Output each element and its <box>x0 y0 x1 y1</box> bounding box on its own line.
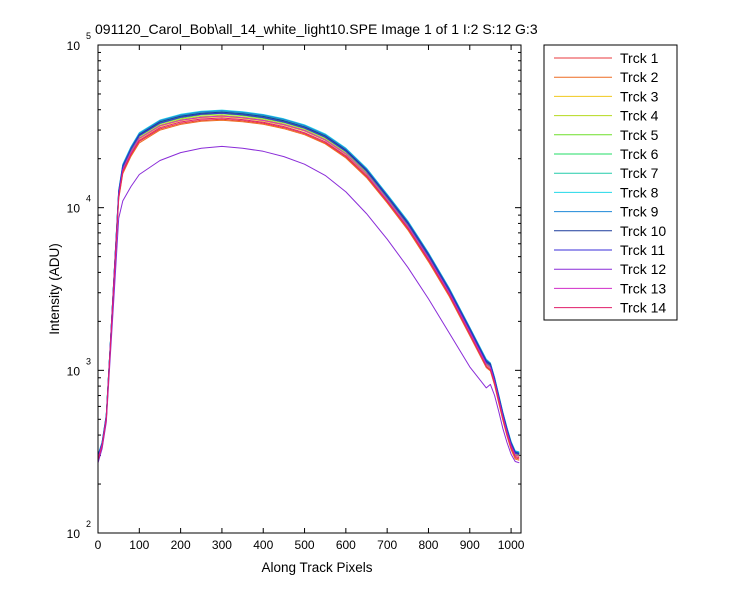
series-line-trck-2 <box>97 119 520 462</box>
x-tick-label: 600 <box>336 538 356 552</box>
series-line-trck-8 <box>97 109 520 456</box>
y-tick-label: 10 <box>67 202 81 216</box>
x-tick-label: 1000 <box>498 538 525 552</box>
x-tick-label: 400 <box>253 538 273 552</box>
y-tick-exponent: 4 <box>86 194 91 204</box>
x-tick-label: 500 <box>295 538 315 552</box>
series-line-trck-7 <box>97 110 520 456</box>
legend-label: Trck 13 <box>620 280 666 296</box>
x-tick-label: 300 <box>212 538 232 552</box>
legend: Trck 1 Trck 2 Trck 3 Trck 4 Trck 5 Trck 6 Trck… <box>543 44 678 321</box>
y-axis-label: Intensity (ADU) <box>47 243 62 335</box>
axis-ticks: 0 100 200 300 400 500 600 700 800 900 1000 10 2 10 3 10… <box>67 31 525 552</box>
series-line-trck-3 <box>97 116 520 460</box>
legend-label: Trck 5 <box>620 127 659 143</box>
series-line-trck-14 <box>97 117 520 460</box>
legend-label: Trck 4 <box>620 108 659 124</box>
plot-lines <box>97 109 520 464</box>
chart-title: 091120_Carol_Bob\all_14_white_light10.SP… <box>95 21 538 37</box>
plot-area <box>97 44 522 534</box>
legend-label: Trck 8 <box>620 184 659 200</box>
legend-label: Trck 10 <box>620 223 666 239</box>
series-line-trck-12 <box>97 145 520 464</box>
series-line-trck-5 <box>97 113 520 458</box>
y-tick-label: 10 <box>67 39 81 53</box>
legend-label: Trck 2 <box>620 69 659 85</box>
legend-label: Trck 12 <box>620 261 666 277</box>
legend-label: Trck 14 <box>620 300 666 316</box>
x-tick-label: 200 <box>171 538 191 552</box>
y-tick-exponent: 2 <box>86 519 91 529</box>
y-tick-exponent: 3 <box>86 356 91 366</box>
legend-box <box>543 44 678 321</box>
y-tick-label: 10 <box>67 364 81 378</box>
legend-label: Trck 7 <box>620 165 659 181</box>
x-tick-label: 100 <box>129 538 149 552</box>
legend-label: Trck 1 <box>620 50 659 66</box>
legend-label: Trck 6 <box>620 146 659 162</box>
x-tick-label: 800 <box>418 538 438 552</box>
x-tick-label: 700 <box>377 538 397 552</box>
series-line-trck-11 <box>97 112 520 457</box>
x-axis-label: Along Track Pixels <box>261 560 372 575</box>
series-line-trck-1 <box>97 118 520 461</box>
series-line-trck-13 <box>97 115 520 459</box>
x-tick-label: 900 <box>460 538 480 552</box>
legend-label: Trck 9 <box>620 204 659 220</box>
legend-label: Trck 3 <box>620 88 659 104</box>
y-tick-label: 10 <box>67 527 81 541</box>
legend-label: Trck 11 <box>620 242 665 258</box>
series-line-trck-6 <box>97 112 520 457</box>
series-line-trck-10 <box>97 111 520 457</box>
y-tick-exponent: 5 <box>86 31 91 41</box>
series-line-trck-9 <box>97 110 520 456</box>
x-tick-label: 0 <box>95 538 102 552</box>
